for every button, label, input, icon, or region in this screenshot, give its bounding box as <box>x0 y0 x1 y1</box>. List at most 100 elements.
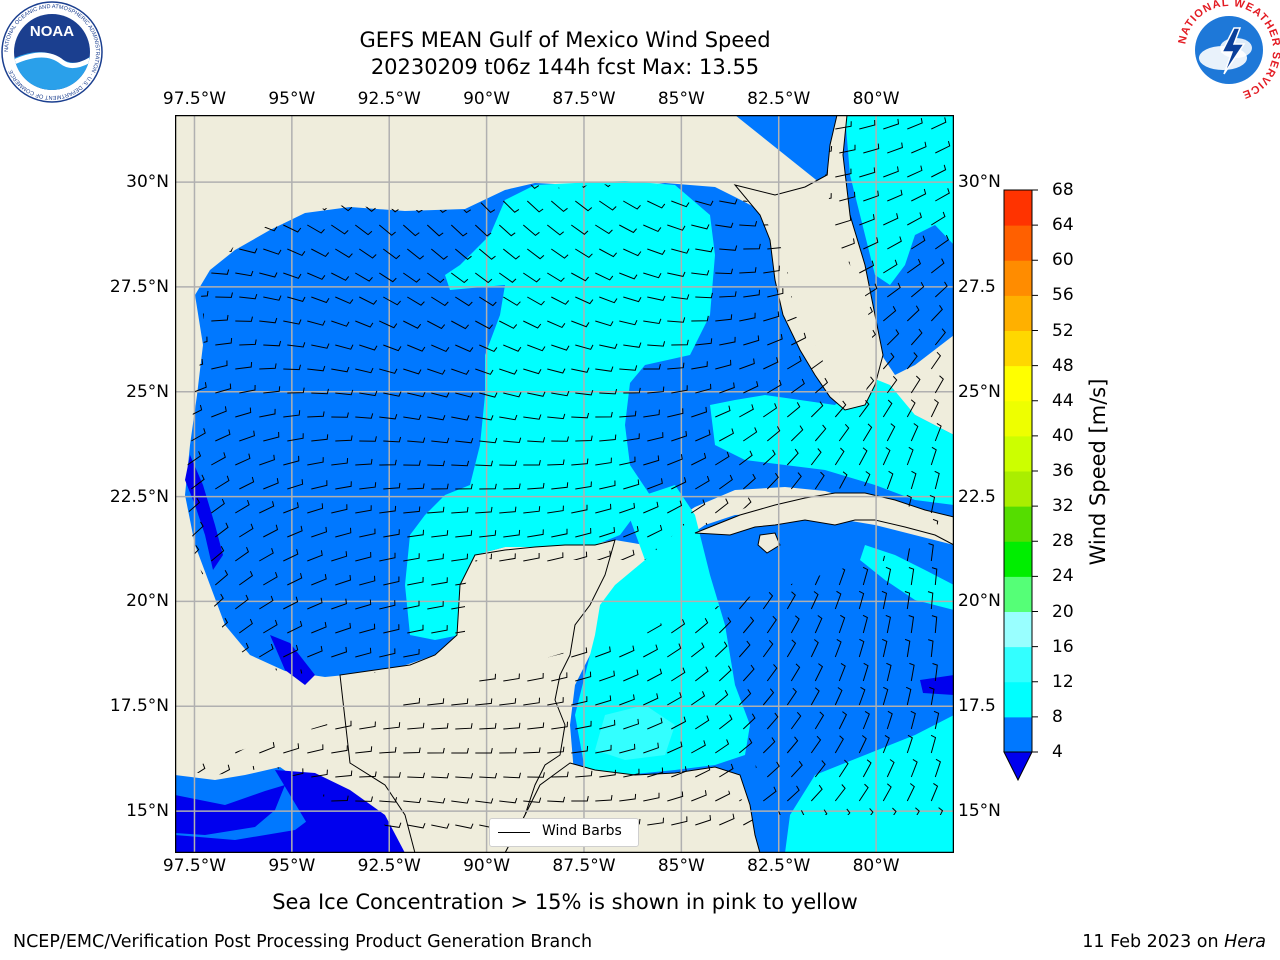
wind-barb <box>695 715 710 730</box>
wind-barb <box>834 687 843 706</box>
wind-barb <box>623 433 640 442</box>
wind-barb <box>671 619 686 634</box>
wind-barb <box>451 320 469 330</box>
left-lat-tick: 15°N <box>126 801 169 822</box>
wind-barb <box>235 361 253 370</box>
wind-barb <box>643 742 659 754</box>
caribbean-low-wind-patch <box>920 675 954 695</box>
wind-barb <box>287 387 305 394</box>
wind-barb <box>786 785 800 802</box>
bottom-lon-tick: 80°W <box>852 856 900 876</box>
wind-barb <box>355 224 373 236</box>
wind-barb <box>547 746 565 754</box>
top-lon-tick: 87.5°W <box>552 89 616 109</box>
wind-barb <box>383 248 401 260</box>
wind-barb <box>451 698 469 706</box>
colorbar <box>1003 189 1038 782</box>
right-lat-tick: 15°N <box>958 801 1001 822</box>
wind-barb <box>475 368 494 375</box>
wind-barb <box>885 566 892 586</box>
wind-barb <box>695 338 713 346</box>
wind-barb <box>647 341 666 347</box>
wind-barb <box>287 342 306 348</box>
wind-barb <box>743 381 759 394</box>
wind-barb <box>623 296 642 303</box>
wind-barb <box>359 623 376 634</box>
wind-barb <box>479 344 498 353</box>
wind-barb <box>407 722 425 730</box>
wind-barb <box>478 200 496 214</box>
wind-barb <box>546 224 565 236</box>
wind-barb <box>451 553 468 562</box>
wind-barb <box>762 449 776 466</box>
wind-barb <box>455 530 473 538</box>
right-lat-tick: 22.5 <box>958 486 996 507</box>
noaa-logo-icon: NOAA NATIONAL OCEANIC AND ATMOSPHERIC AD… <box>1 1 103 103</box>
wind-barb <box>910 758 918 778</box>
wind-barb <box>715 451 730 466</box>
wind-barb <box>527 529 544 538</box>
wind-barb <box>671 339 689 346</box>
wind-barb <box>933 710 940 730</box>
wind-barb <box>906 446 914 466</box>
wind-barb <box>599 670 615 682</box>
wind-barb <box>647 295 666 301</box>
wind-barb <box>451 460 470 467</box>
cuba-land <box>694 492 954 546</box>
wind-barb <box>667 317 686 323</box>
wind-barb <box>695 292 713 299</box>
wind-barb <box>881 590 888 610</box>
colorbar-segment <box>1004 576 1032 612</box>
wind-barb <box>407 624 424 634</box>
wind-barb <box>214 522 229 538</box>
wind-barb <box>858 447 868 466</box>
wind-barb <box>383 436 402 443</box>
wind-barb <box>479 296 497 307</box>
wind-barb <box>427 506 445 514</box>
wind-barb <box>211 406 227 418</box>
wind-barb <box>623 669 639 682</box>
wind-barb <box>283 224 302 233</box>
wind-barb <box>551 672 568 682</box>
caribbean-moderate-wind-region-west <box>575 485 750 775</box>
wind-barb <box>762 786 777 802</box>
wind-barb <box>859 260 875 274</box>
wind-barb <box>863 143 880 154</box>
colorbar-tick-label: 52 <box>1052 320 1074 341</box>
wind-barb <box>858 686 866 706</box>
wind-barb <box>667 408 684 418</box>
wind-barb <box>671 766 687 778</box>
colorbar-segment <box>1004 435 1032 472</box>
wind-barb <box>402 224 420 237</box>
wind-barb <box>499 368 518 375</box>
colorbar-tick-label: 64 <box>1052 215 1074 236</box>
wind-barb <box>838 423 850 442</box>
wind-barb <box>335 527 352 538</box>
wind-barb <box>694 618 709 634</box>
wind-barb <box>619 319 638 326</box>
left-lat-tick: 17.5°N <box>109 696 169 717</box>
wind-barb <box>742 664 755 682</box>
wind-barb <box>718 665 732 682</box>
wind-barb <box>427 601 444 610</box>
wind-barb <box>283 596 299 610</box>
wind-barb <box>667 791 684 802</box>
wind-barb <box>431 437 450 444</box>
wind-barb <box>547 413 566 420</box>
wind-barb <box>239 430 255 442</box>
wind-barb <box>786 591 796 610</box>
wind-barb <box>455 392 474 398</box>
wind-barb <box>259 501 275 514</box>
wind-barb <box>451 798 470 804</box>
wind-barb <box>935 235 950 250</box>
wind-barb <box>523 797 542 803</box>
wind-barb <box>239 570 254 586</box>
wind-barb <box>451 415 470 421</box>
wind-barb <box>835 121 852 130</box>
wind-barb <box>930 399 939 418</box>
wind-barb <box>499 797 518 804</box>
wind-barb <box>259 643 274 658</box>
wind-barb <box>475 506 493 514</box>
wind-barb <box>551 436 569 442</box>
wind-barb <box>905 686 912 706</box>
